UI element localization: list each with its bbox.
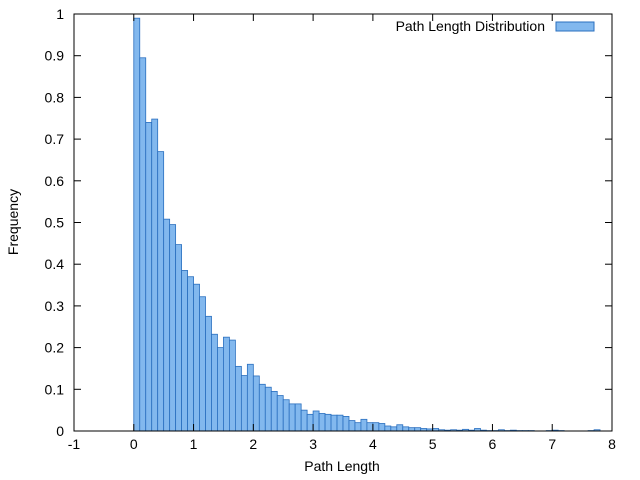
histogram-bar <box>294 403 302 432</box>
y-tick-label: 0.9 <box>45 48 65 64</box>
y-tick-label: 0.3 <box>45 298 65 314</box>
histogram-bar <box>288 403 296 432</box>
histogram-bar <box>384 425 392 432</box>
histogram-bar <box>414 427 422 432</box>
histogram-bar <box>318 413 326 432</box>
histogram-bars <box>133 17 601 432</box>
y-tick-label: 0.1 <box>45 381 65 397</box>
legend-label: Path Length Distribution <box>396 18 545 34</box>
histogram-bar <box>264 386 272 432</box>
histogram-bar <box>354 422 362 432</box>
x-axis-title: Path Length <box>304 458 380 474</box>
y-tick-label: 0.6 <box>45 173 65 189</box>
y-tick-label: 0.5 <box>45 215 65 231</box>
histogram-bar <box>408 427 416 432</box>
histogram-bar <box>270 390 278 432</box>
histogram-bar <box>234 365 242 432</box>
x-tick-label: 7 <box>548 436 556 452</box>
histogram-bar <box>163 218 171 432</box>
x-tick-label: 3 <box>309 436 317 452</box>
x-tick-label: 4 <box>369 436 377 452</box>
histogram-bar <box>211 333 218 432</box>
axis-ticks <box>73 13 613 432</box>
x-tick-label: -1 <box>68 436 81 452</box>
y-tick-label: 0 <box>56 423 64 439</box>
histogram-bar <box>169 224 177 432</box>
y-tick-label: 1 <box>56 6 64 22</box>
y-axis-title: Frequency <box>5 189 21 255</box>
histogram-bar <box>223 336 230 432</box>
y-tick-label: 0.4 <box>45 256 65 272</box>
x-tick-label: 1 <box>190 436 198 452</box>
histogram-bar <box>217 347 224 432</box>
legend: Path Length Distribution <box>396 18 595 34</box>
histogram-bar <box>360 418 368 432</box>
x-tick-label: 6 <box>489 436 497 452</box>
histogram-bar <box>175 244 183 432</box>
histogram-bar <box>348 420 356 432</box>
histogram-bar <box>199 296 206 432</box>
histogram-bar <box>157 151 165 432</box>
histogram-bar <box>324 413 332 432</box>
histogram-bar <box>205 315 212 432</box>
histogram-bar <box>276 395 284 432</box>
histogram-bar <box>133 17 141 432</box>
histogram-bar <box>139 57 147 432</box>
x-tick-label: 2 <box>249 436 257 452</box>
histogram-bar <box>396 424 404 432</box>
histogram-bar <box>252 375 260 432</box>
histogram-bar <box>372 422 380 432</box>
histogram-bar <box>258 383 266 432</box>
histogram-bar <box>336 414 344 432</box>
histogram-bar <box>300 409 308 432</box>
x-tick-labels: -1 0 1 2 3 4 5 6 7 8 <box>68 436 616 452</box>
histogram-bar <box>366 422 374 432</box>
histogram-bar <box>229 339 236 432</box>
x-tick-label: 8 <box>608 436 616 452</box>
legend-swatch <box>555 21 595 32</box>
histogram-bar <box>193 283 200 432</box>
histogram-bar <box>187 276 194 432</box>
histogram-bar <box>145 122 153 432</box>
histogram-bar <box>312 410 320 432</box>
x-tick-label: 0 <box>130 436 138 452</box>
y-tick-label: 0.8 <box>45 89 65 105</box>
y-tick-label: 0.2 <box>45 340 65 356</box>
histogram-bar <box>246 363 254 432</box>
y-tick-label: 0.7 <box>45 131 65 147</box>
histogram-bar <box>330 414 338 432</box>
histogram-bar <box>402 426 410 432</box>
y-tick-labels: 0 0.1 0.2 0.3 0.4 0.5 0.6 0.7 0.8 0.9 1 <box>45 6 65 439</box>
histogram-bar <box>282 399 290 432</box>
histogram-bar <box>240 375 248 432</box>
histogram-bar <box>390 426 398 432</box>
x-tick-label: 5 <box>429 436 437 452</box>
histogram-bar <box>342 416 350 432</box>
histogram-bar <box>181 270 188 432</box>
histogram-bar <box>151 118 159 432</box>
histogram-bar <box>378 423 386 432</box>
histogram-bar <box>306 413 314 432</box>
